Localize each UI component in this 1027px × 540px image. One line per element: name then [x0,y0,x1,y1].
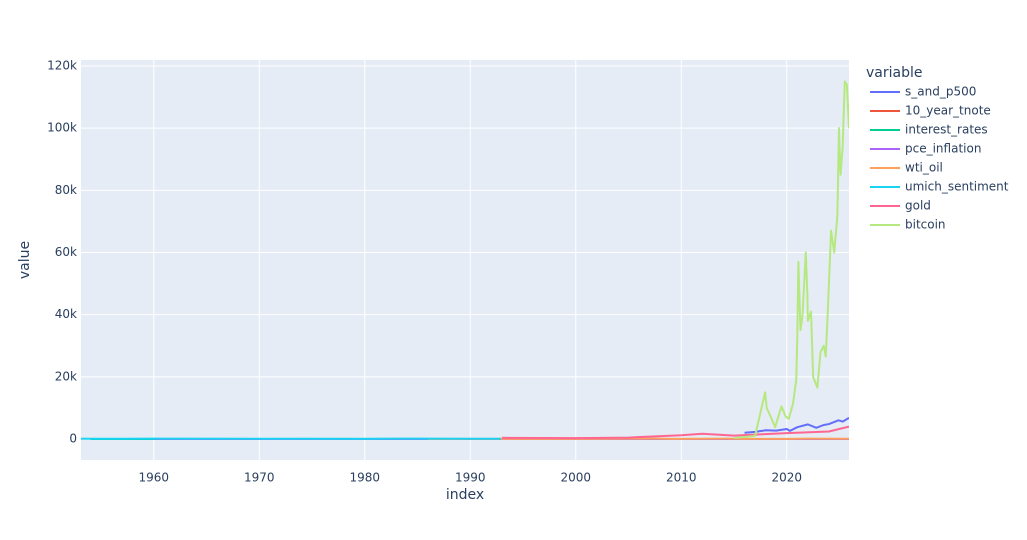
y-tick-label: 0 [69,431,77,445]
y-tick-label: 20k [55,369,77,383]
series-line [501,425,849,440]
legend-label: pce_inflation [905,142,981,156]
y-axis-title: value [17,241,33,279]
legend-label: bitcoin [905,218,946,232]
y-tick-label: 40k [55,307,77,321]
y-tick-label: 120k [47,58,77,72]
x-tick-label: 2020 [771,471,802,485]
x-tick-label: 1970 [244,471,275,485]
legend-title: variable [866,65,922,81]
series-line [744,416,849,434]
y-tick-label: 60k [55,245,77,259]
legend-label: gold [905,199,931,213]
y-tick-label: 100k [47,121,77,135]
x-tick-label: 1990 [455,471,486,485]
legend-label: umich_sentiment [905,180,1009,194]
plot-area [81,60,849,460]
series-line [733,80,849,440]
x-tick-label: 1960 [139,471,170,485]
legend-label: wti_oil [905,161,943,175]
legend-label: interest_rates [905,123,988,137]
x-axis-title: index [446,487,484,503]
x-tick-label: 2010 [666,471,697,485]
x-tick-label: 2000 [560,471,591,485]
x-tick-label: 1980 [350,471,381,485]
legend-label: 10_year_tnote [905,104,991,118]
legend-label: s_and_p500 [905,85,976,99]
y-tick-label: 80k [55,183,77,197]
